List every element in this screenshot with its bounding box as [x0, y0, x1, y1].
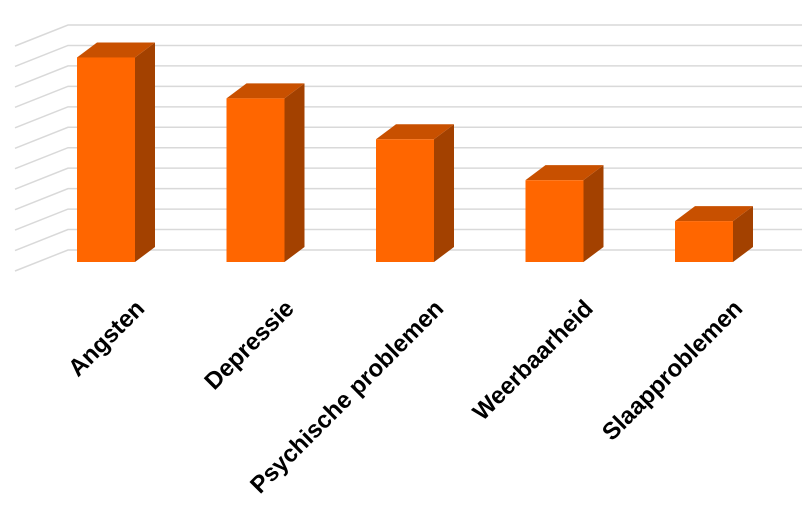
- bar-front-face: [675, 221, 733, 262]
- bar-angsten: [77, 42, 155, 262]
- bar-side-face: [434, 124, 454, 262]
- bar-top-face: [376, 124, 454, 140]
- bar-psychische-problemen: [376, 124, 454, 262]
- gridline: [14, 146, 802, 170]
- bar-depressie: [226, 83, 305, 262]
- category-label: Depressie: [199, 295, 299, 395]
- bar-slaapproblemen: [675, 206, 753, 262]
- gridline: [14, 24, 802, 47]
- bar-weerbaarheid: [525, 165, 604, 262]
- gridline: [14, 44, 802, 68]
- bar-side-face: [284, 83, 305, 262]
- bar-side-face: [135, 42, 155, 262]
- bar-top-face: [525, 165, 604, 181]
- bar-front-face: [525, 180, 584, 262]
- gridline: [14, 65, 802, 88]
- bar-front-face: [226, 98, 285, 262]
- gridline: [14, 106, 802, 129]
- bar-front-face: [376, 139, 434, 262]
- bar-front-face: [77, 57, 135, 262]
- bar-side-face: [733, 206, 753, 262]
- bar-top-face: [675, 206, 753, 222]
- bar-top-face: [77, 42, 155, 58]
- category-label: Angsten: [63, 295, 150, 382]
- gridline: [14, 85, 802, 109]
- bar-top-face: [226, 83, 305, 99]
- category-label: Slaapproblemen: [597, 295, 748, 446]
- gridline: [14, 126, 802, 149]
- bar-side-face: [583, 165, 604, 262]
- bar-layer: [77, 42, 753, 262]
- category-label: Weerbaarheid: [468, 295, 599, 426]
- grid-layer: [14, 24, 802, 272]
